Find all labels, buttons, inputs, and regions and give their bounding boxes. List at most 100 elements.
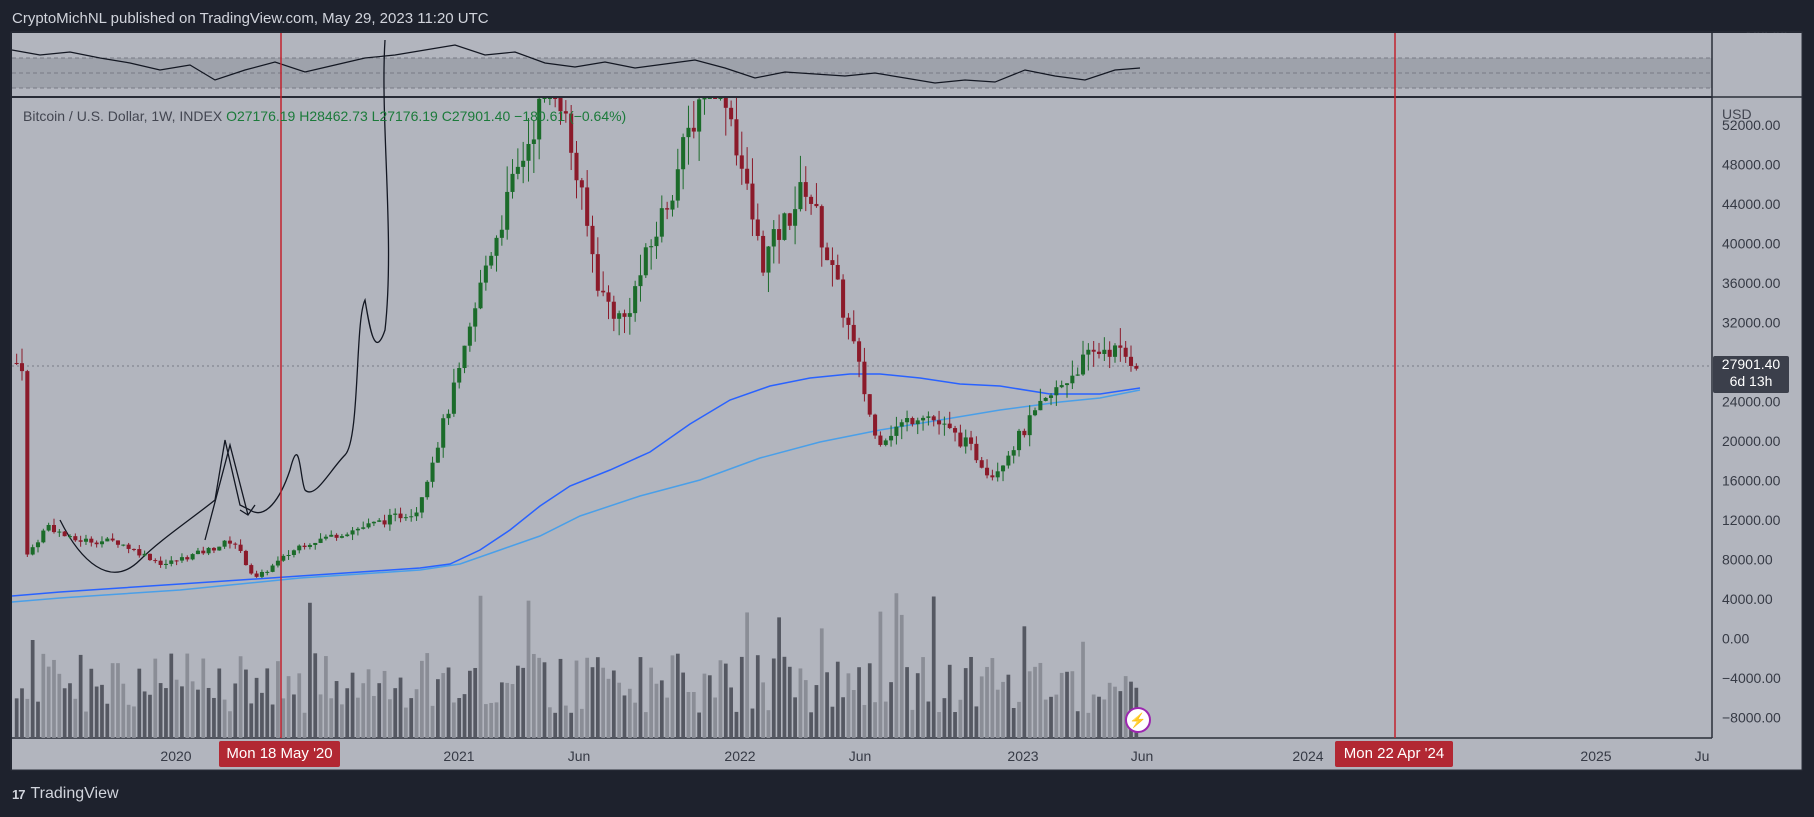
- candle-up: [489, 255, 494, 266]
- volume-bars: [14, 593, 1139, 738]
- volume-bar: [974, 706, 979, 738]
- volume-bar: [841, 697, 845, 738]
- volume-bar: [1118, 691, 1123, 738]
- candle-up: [1064, 383, 1070, 386]
- volume-bar: [723, 663, 728, 738]
- volume-bar: [958, 699, 963, 738]
- volume-bar: [1017, 701, 1021, 738]
- candle-up: [67, 536, 73, 538]
- volume-bar: [222, 699, 227, 738]
- volume-bar: [467, 670, 472, 738]
- volume-bar: [521, 667, 526, 738]
- volume-bar: [409, 698, 414, 738]
- lightning-icon[interactable]: ⚡: [1125, 707, 1151, 733]
- candle-down: [14, 362, 19, 364]
- volume-bar: [515, 665, 520, 738]
- volume-bar: [366, 669, 371, 738]
- volume-bar: [180, 686, 184, 738]
- volume-bar: [718, 660, 723, 738]
- candle-up: [654, 236, 659, 247]
- candle-down: [739, 155, 744, 169]
- candle-up: [142, 553, 147, 556]
- legend-open: O27176.19: [226, 108, 296, 124]
- time-tick-label: Ju: [1695, 748, 1710, 764]
- volume-bar: [110, 663, 115, 738]
- volume-bar: [921, 657, 925, 738]
- candle-down: [910, 418, 915, 425]
- volume-bar: [52, 659, 56, 738]
- candlestick-chart[interactable]: 100.00 52000.0048000.0044000.0040000.003…: [0, 0, 1814, 780]
- candle-up: [905, 418, 910, 423]
- price-tick-label: 20000.00: [1722, 433, 1781, 449]
- volume-bar: [1102, 699, 1107, 738]
- volume-bar: [985, 666, 989, 738]
- volume-bar: [937, 712, 941, 738]
- volume-bar: [979, 676, 984, 738]
- candle-up: [1011, 450, 1016, 456]
- volume-bar: [41, 653, 46, 738]
- volume-bar: [441, 673, 446, 738]
- candle-down: [595, 254, 600, 291]
- volume-bar: [158, 683, 163, 738]
- candle-up: [361, 527, 366, 529]
- candle-up: [494, 237, 499, 256]
- candle-up: [350, 530, 355, 535]
- volume-bar: [1027, 671, 1032, 738]
- candle-up: [1038, 400, 1043, 411]
- candle-down: [19, 363, 25, 372]
- time-tick-label: 2022: [724, 748, 755, 764]
- volume-bar: [1054, 694, 1059, 738]
- candle-down: [185, 557, 190, 560]
- candle-down: [830, 260, 835, 265]
- candle-up: [265, 571, 270, 573]
- volume-bar: [590, 667, 595, 738]
- candle-down: [857, 341, 862, 362]
- volume-bar: [414, 689, 419, 738]
- volume-bar: [803, 680, 808, 738]
- candle-up: [291, 550, 296, 555]
- candle-down: [937, 420, 942, 425]
- volume-bar: [942, 698, 947, 738]
- volume-bar: [350, 672, 355, 738]
- volume-bar: [452, 702, 456, 738]
- candle-up: [275, 560, 280, 566]
- candle-down: [158, 560, 163, 565]
- volume-bar: [633, 702, 638, 738]
- candle-up: [1054, 387, 1059, 396]
- candle-up: [462, 345, 467, 369]
- candle-up: [1049, 395, 1054, 398]
- volume-bar: [526, 600, 531, 738]
- candle-down: [974, 443, 979, 461]
- candle-down: [755, 219, 760, 236]
- volume-bar: [297, 673, 302, 738]
- candle-down: [579, 180, 584, 188]
- candle-down: [1134, 365, 1139, 369]
- tradingview-brand: TradingView: [30, 785, 119, 802]
- volume-bar: [377, 683, 382, 738]
- candle-up: [1017, 430, 1022, 451]
- candle-up: [649, 246, 654, 248]
- drawing-arrow: [204, 442, 256, 541]
- volume-bar: [643, 712, 648, 738]
- candle-up: [169, 560, 174, 564]
- candle-up: [441, 418, 446, 448]
- candle-down: [953, 428, 958, 433]
- volume-bar: [137, 668, 142, 738]
- price-ticks: 52000.00 48000.00 44000.00 40000.00 36000.00…: [1722, 117, 1781, 726]
- volume-bar: [345, 688, 350, 738]
- volume-bar: [78, 654, 83, 738]
- candle-up: [697, 99, 702, 132]
- candle-down: [1128, 356, 1134, 366]
- candle-down: [398, 513, 403, 519]
- volume-bar: [1065, 671, 1069, 738]
- candle-up: [30, 547, 35, 555]
- volume-bar: [707, 675, 712, 738]
- time-ticks: 2020 2021 Jun 2022 Jun 2023 Jun 2024 2025 Ju: [160, 748, 1709, 764]
- volume-bar: [910, 709, 915, 738]
- price-tick-label: −4000.00: [1722, 670, 1781, 686]
- volume-bar: [691, 691, 696, 738]
- volume-bar: [553, 712, 558, 738]
- candle-up: [1075, 374, 1080, 376]
- volume-bar: [1006, 674, 1011, 738]
- volume-bar: [329, 698, 334, 738]
